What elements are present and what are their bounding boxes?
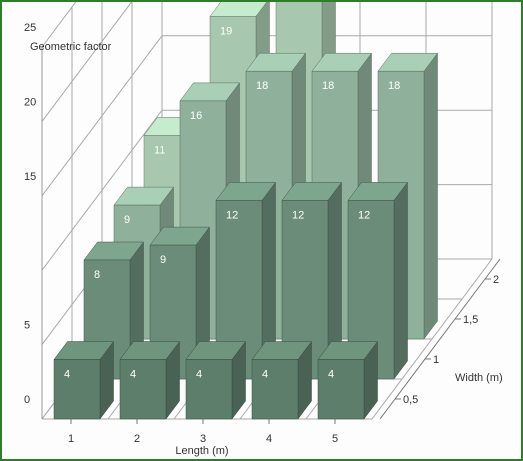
data-label: 4 [262, 368, 268, 380]
bar-w0_5-l2 [119, 359, 167, 420]
z-axis-line [379, 258, 501, 420]
y-tick-label: 25 [24, 22, 36, 34]
data-label: 11 [154, 144, 165, 156]
z-tick-label: 2 [493, 274, 499, 286]
data-label: 18 [322, 80, 334, 92]
bar-w0_5-l3 [185, 359, 233, 420]
y-axis-title: Geometric factor [30, 41, 112, 53]
data-label: 18 [388, 80, 400, 92]
bar-w1-l5-side [393, 181, 408, 380]
gridline-y-20 [41, 2, 133, 122]
data-label: 8 [94, 269, 100, 281]
y-tick-label: 20 [24, 96, 36, 108]
z-tick-label: 1 [433, 354, 439, 366]
bar-w0_5-l4 [251, 359, 299, 420]
x-tick-label: 4 [266, 433, 272, 445]
y-tick-label: 0 [24, 394, 30, 406]
data-label: 12 [358, 209, 370, 221]
x-tick-label: 1 [68, 433, 74, 445]
bar-w0_5-l1 [53, 359, 101, 420]
z-axis-title: Width (m) [455, 372, 503, 384]
data-label: 19 [220, 25, 232, 37]
z-tick-label: 1,5 [463, 314, 478, 326]
x-tick-label: 5 [332, 433, 338, 445]
y-tick-label: 5 [24, 320, 30, 332]
data-label: 12 [292, 209, 304, 221]
data-label: 4 [64, 368, 70, 380]
data-label: 18 [256, 80, 268, 92]
data-label: 4 [328, 368, 334, 380]
data-label: 4 [196, 368, 202, 380]
bar-w0_5-l5 [317, 359, 365, 420]
bar-w1-l5 [347, 200, 395, 380]
data-label: 12 [226, 209, 238, 221]
y-tick-label: 15 [24, 171, 36, 183]
x-tick-label: 2 [134, 433, 140, 445]
data-label: 4 [130, 368, 136, 380]
data-label: 16 [190, 110, 202, 122]
x-tick-label: 3 [200, 433, 206, 445]
bar-w1_5-l5-side [423, 52, 438, 340]
z-tick-label: 0,5 [403, 394, 418, 406]
data-label: 9 [160, 254, 166, 266]
data-label: 9 [124, 214, 130, 226]
x-axis-title: Length (m) [175, 445, 228, 457]
